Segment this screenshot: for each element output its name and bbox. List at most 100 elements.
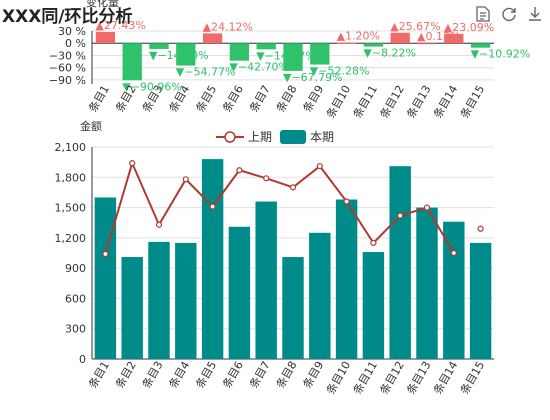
chart2-bar bbox=[416, 207, 438, 359]
legend-bar-label: 本期 bbox=[310, 130, 334, 144]
chart2-line-point bbox=[450, 249, 457, 257]
chart1-bar bbox=[256, 43, 276, 50]
chart1-bar bbox=[470, 43, 491, 48]
chart1-data-label: ▲27.43% bbox=[95, 19, 145, 32]
chart2-ytick: 1,200 bbox=[55, 232, 87, 245]
chart1-data-label: ▲23.09% bbox=[444, 21, 494, 34]
chart1-data-label: ▼−42.70% bbox=[229, 61, 289, 74]
restore-icon[interactable] bbox=[500, 5, 518, 23]
page-title: XXX同/环比分析 bbox=[2, 7, 133, 27]
chart2-bar bbox=[443, 221, 465, 359]
chart2-line-point bbox=[263, 175, 270, 182]
chart1-xtick: 条目10 bbox=[323, 83, 353, 121]
chart2-xtick: 条目2 bbox=[112, 359, 139, 391]
chart2-line bbox=[104, 160, 455, 255]
chart1-bar bbox=[363, 43, 384, 47]
chart1-bar bbox=[176, 43, 196, 66]
chart1-ytick: 0 % bbox=[65, 37, 86, 50]
chart2-line-point bbox=[289, 184, 297, 191]
chart2-ytick: 1,500 bbox=[55, 202, 87, 215]
chart1-bar bbox=[310, 43, 330, 65]
chart1-data-label: ▲25.67% bbox=[390, 20, 440, 33]
chart2-bar bbox=[121, 257, 143, 359]
chart2-bar bbox=[335, 199, 358, 359]
chart2-line-point bbox=[423, 204, 431, 211]
save-image-icon[interactable] bbox=[526, 5, 544, 23]
chart1-bar bbox=[417, 43, 437, 45]
chart2-xtick: 条目8 bbox=[273, 359, 300, 391]
chart2-ytick: 0 bbox=[79, 353, 86, 366]
chart1-bar bbox=[95, 32, 116, 44]
chart1-xtick: 条目6 bbox=[219, 83, 246, 115]
chart2-xtick: 条目9 bbox=[300, 359, 327, 391]
chart2-bar bbox=[148, 241, 170, 359]
chart2-line-point bbox=[182, 176, 189, 183]
chart2-bar bbox=[94, 197, 117, 359]
chart2-xtick: 条目7 bbox=[246, 359, 273, 391]
chart1-bar bbox=[444, 33, 464, 44]
chart2-line-point bbox=[343, 198, 350, 205]
chart2-ytick: 600 bbox=[65, 292, 86, 305]
chart1-xtick: 条目8 bbox=[273, 83, 300, 115]
chart1-xtick: 条目15 bbox=[457, 82, 487, 120]
chart2-bar bbox=[389, 166, 411, 359]
chart2-ytick: 2,100 bbox=[55, 141, 87, 154]
data-view-icon[interactable] bbox=[474, 5, 492, 23]
chart1-ytick: −30 % bbox=[49, 49, 86, 62]
chart2-ylabel: 金额 bbox=[80, 119, 102, 133]
chart2-bar bbox=[228, 226, 251, 359]
chart1-ytick: −60 % bbox=[49, 62, 86, 75]
chart1-xtick: 条目1 bbox=[85, 82, 112, 114]
chart1-data-label: ▼−8.22% bbox=[363, 47, 416, 60]
chart1-data-label: ▼−52.28% bbox=[310, 65, 370, 78]
chart1-xtick: 条目11 bbox=[350, 83, 380, 121]
chart2-line-point bbox=[397, 212, 404, 219]
chart2-bar bbox=[309, 232, 331, 359]
chart1-data-label: ▼−67.79% bbox=[283, 71, 343, 84]
chart2-ytick: 1,800 bbox=[55, 171, 87, 184]
chart2-xtick: 条目5 bbox=[193, 359, 220, 391]
chart2-xtick: 条目13 bbox=[403, 359, 433, 397]
chart2-line-point bbox=[102, 250, 109, 258]
chart1-bar bbox=[149, 43, 169, 49]
chart1-bar bbox=[390, 32, 410, 44]
chart2-bar bbox=[255, 201, 277, 359]
chart1-bar bbox=[202, 33, 223, 44]
chart1-data-label: ▲1.20% bbox=[337, 30, 380, 43]
chart2-xtick: 条目15 bbox=[457, 358, 487, 396]
chart1-xtick: 条目14 bbox=[430, 83, 460, 121]
chart1-ylabel: 变化量 bbox=[86, 0, 119, 9]
chart1-bar bbox=[283, 43, 303, 71]
chart1-data-label: ▼−54.77% bbox=[176, 66, 236, 79]
chart2-xtick: 条目3 bbox=[139, 359, 166, 391]
chart2-ytick: 300 bbox=[65, 323, 86, 336]
chart2-xtick: 条目4 bbox=[166, 359, 193, 391]
chart1-data-label: ▲24.12% bbox=[203, 20, 253, 33]
chart1-xtick: 条目9 bbox=[300, 83, 327, 115]
chart2-xtick: 条目6 bbox=[219, 359, 246, 391]
chart2-bar bbox=[362, 251, 385, 359]
chart2-ytick: 900 bbox=[65, 262, 86, 275]
chart2-bar bbox=[175, 242, 197, 359]
chart2-xtick: 条目1 bbox=[85, 359, 112, 391]
chart2-xtick: 条目11 bbox=[350, 359, 380, 397]
chart-toolbar bbox=[474, 5, 544, 23]
chart1-xtick: 条目7 bbox=[246, 83, 273, 115]
chart2-line-point bbox=[370, 239, 377, 247]
chart2-bar bbox=[201, 159, 224, 359]
chart1-data-label: ▼−90.96% bbox=[122, 80, 182, 93]
chart1-bar bbox=[336, 42, 357, 44]
chart2-xtick: 条目14 bbox=[430, 359, 460, 397]
chart2-line-point bbox=[316, 163, 323, 170]
chart1-bar bbox=[122, 43, 142, 81]
chart2-line-point bbox=[477, 225, 484, 232]
chart2-line-point bbox=[236, 167, 243, 174]
chart1-xtick: 条目5 bbox=[193, 83, 220, 115]
chart2-line-point bbox=[155, 221, 163, 228]
chart2-bar bbox=[282, 257, 304, 359]
chart1-xtick: 条目2 bbox=[112, 83, 139, 115]
legend-line-marker-dot bbox=[224, 131, 236, 143]
chart1-bar bbox=[229, 43, 250, 61]
chart1-ytick: 30 % bbox=[58, 25, 86, 38]
